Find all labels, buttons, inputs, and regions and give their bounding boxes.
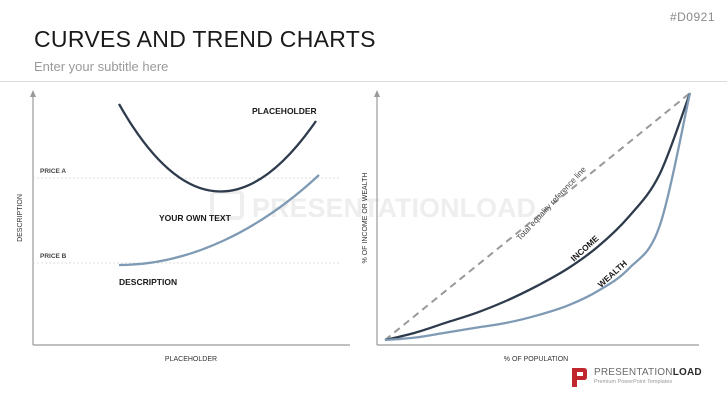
left-x-axis-label: PLACEHOLDER — [165, 356, 217, 363]
right-x-axis-label: % OF POPULATION — [504, 356, 568, 363]
presentationload-logo: PRESENTATIONLOAD Premium PowerPoint Temp… — [570, 365, 720, 391]
logo-tagline: Premium PowerPoint Templates — [594, 379, 673, 385]
watermark-text: PRESENTATIONLOAD — [252, 193, 536, 223]
page-subtitle: Enter your subtitle here — [34, 59, 169, 74]
price-b-label: PRICE B — [40, 253, 67, 260]
right-y-axis-arrow — [374, 90, 380, 97]
description-curve-label: DESCRIPTION — [119, 277, 177, 287]
description-curve — [118, 174, 320, 267]
logo-mark-icon — [572, 368, 587, 387]
placeholder-curve — [117, 103, 317, 193]
slide-id: #D0921 — [669, 10, 715, 24]
wealth-curve — [384, 92, 692, 342]
price-a-label: PRICE A — [40, 168, 66, 175]
placeholder-curve-label: PLACEHOLDER — [252, 106, 317, 116]
right-chart: Total equality reference line INCOME WEA… — [362, 90, 699, 363]
left-chart: PRICE A PRICE B PLACEHOLDER YOUR OWN TEX… — [17, 90, 350, 363]
income-curve — [384, 92, 692, 342]
watermark: PRESENTATIONLOAD — [210, 190, 536, 223]
page-title: CURVES AND TREND CHARTS — [34, 26, 376, 52]
right-y-axis-label: % OF INCOME OR WEALTH — [362, 173, 369, 264]
logo-name: PRESENTATIONLOAD — [594, 367, 702, 378]
left-y-axis-label: DESCRIPTION — [17, 194, 24, 242]
left-y-axis-arrow — [30, 90, 36, 97]
equality-reference-line — [384, 92, 691, 341]
header-divider — [0, 81, 727, 82]
your-own-text-label: YOUR OWN TEXT — [159, 213, 232, 223]
